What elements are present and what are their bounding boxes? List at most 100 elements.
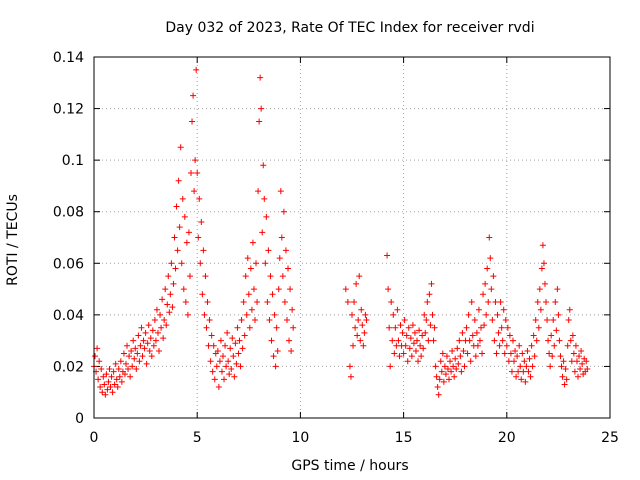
data-point (131, 355, 138, 362)
data-point (215, 384, 222, 391)
data-point (166, 309, 173, 316)
data-point (548, 332, 555, 339)
data-point (467, 358, 474, 365)
data-point (439, 350, 446, 357)
data-point (286, 337, 293, 344)
x-tick-label: 20 (498, 430, 516, 446)
data-point (245, 291, 252, 298)
data-point (272, 363, 279, 370)
data-point (565, 317, 572, 324)
data-point (139, 353, 146, 360)
data-point (518, 376, 525, 383)
data-point (546, 350, 553, 357)
data-point (507, 350, 514, 357)
chart-title: Day 032 of 2023, Rate Of TEC Index for r… (165, 20, 534, 36)
data-point (216, 358, 223, 365)
data-point (509, 337, 516, 344)
data-points (91, 66, 591, 398)
data-point (134, 350, 141, 357)
data-point (515, 368, 522, 375)
data-point (144, 340, 151, 347)
data-point (431, 324, 438, 331)
data-point (424, 298, 431, 305)
data-point (128, 347, 135, 354)
data-point (528, 342, 535, 349)
data-point (540, 260, 547, 267)
data-point (145, 322, 152, 329)
data-point (551, 342, 558, 349)
data-point (567, 337, 574, 344)
data-point (164, 301, 171, 308)
data-point (114, 384, 121, 391)
data-point (344, 298, 351, 305)
data-point (116, 373, 123, 380)
data-point (569, 332, 576, 339)
data-point (163, 322, 170, 329)
data-point (449, 347, 456, 354)
data-point (261, 195, 268, 202)
data-point (266, 317, 273, 324)
data-point (157, 311, 164, 318)
data-point (441, 363, 448, 370)
y-tick-label: 0.12 (53, 102, 84, 118)
data-point (197, 260, 204, 267)
data-point (522, 378, 529, 385)
data-point (460, 347, 467, 354)
data-point (354, 332, 361, 339)
data-point (249, 239, 256, 246)
data-point (448, 368, 455, 375)
data-point (442, 371, 449, 378)
data-point (524, 347, 531, 354)
data-point (395, 337, 402, 344)
data-point (465, 311, 472, 318)
data-point (104, 386, 111, 393)
data-point (133, 366, 140, 373)
data-point (232, 340, 239, 347)
data-point (562, 366, 569, 373)
data-point (514, 353, 521, 360)
data-point (214, 347, 221, 354)
data-point (189, 118, 196, 125)
data-point (172, 265, 179, 272)
data-point (435, 391, 442, 398)
data-point (583, 358, 590, 365)
data-point (401, 317, 408, 324)
data-point (430, 337, 437, 344)
data-point (221, 376, 228, 383)
data-point (420, 345, 427, 352)
data-point (174, 247, 181, 254)
data-point (111, 381, 118, 388)
data-point (237, 363, 244, 370)
data-point (176, 224, 183, 231)
data-point (135, 332, 142, 339)
data-point (257, 74, 264, 81)
data-point (532, 317, 539, 324)
tick-labels: 0 5 10 15 20 25 0 0.02 0.04 0.06 0.08 0.1 0.12 0.14 (53, 50, 619, 446)
data-point (405, 324, 412, 331)
data-point (194, 170, 201, 177)
data-point (279, 273, 286, 280)
y-tick-label: 0.14 (53, 50, 84, 66)
data-point (169, 304, 176, 311)
data-point (411, 329, 418, 336)
data-point (98, 366, 105, 373)
y-tick-label: 0.04 (53, 308, 84, 324)
data-point (254, 298, 261, 305)
y-axis-label: ROTI / TECUs (5, 194, 21, 286)
data-point (447, 358, 454, 365)
data-point (559, 373, 566, 380)
data-point (498, 324, 505, 331)
data-point (464, 350, 471, 357)
data-point (246, 324, 253, 331)
data-point (273, 324, 280, 331)
data-point (267, 273, 274, 280)
data-point (223, 363, 230, 370)
data-point (247, 265, 254, 272)
data-point (446, 376, 453, 383)
data-point (410, 340, 417, 347)
data-point (418, 353, 425, 360)
data-point (283, 317, 290, 324)
data-point (150, 342, 157, 349)
data-point (488, 286, 495, 293)
